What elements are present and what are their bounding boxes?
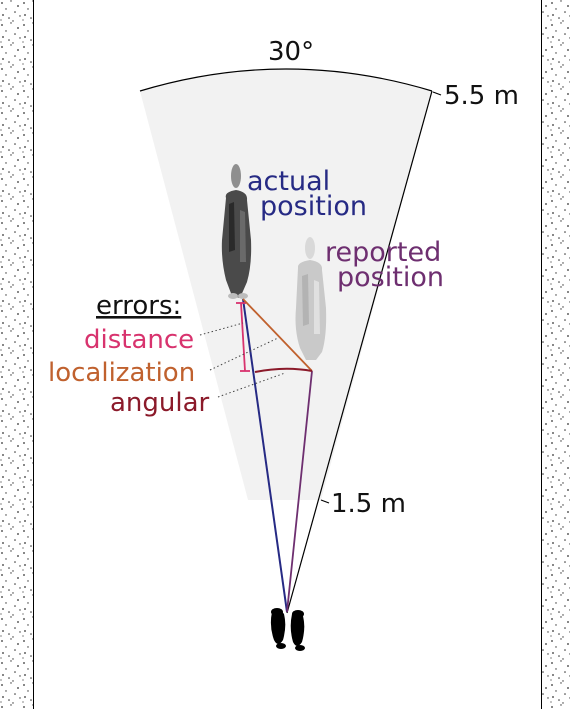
angular-error-label: angular xyxy=(110,388,210,418)
field-of-view-region xyxy=(140,69,432,500)
footprints-icon xyxy=(270,608,305,651)
left-wall xyxy=(0,0,34,709)
right-wall xyxy=(541,0,570,709)
errors-heading: errors: xyxy=(96,291,181,321)
near-range-label: 1.5 m xyxy=(331,489,406,519)
near-range-tick xyxy=(320,499,330,504)
error-leader-lines xyxy=(199,322,286,398)
reported-person-icon xyxy=(295,237,327,360)
actual-person-icon xyxy=(221,164,252,299)
fov-edge-right xyxy=(286,90,433,614)
reported-label-line1: reported xyxy=(325,237,441,268)
fov-arc xyxy=(139,68,433,92)
actual-label-line2: position xyxy=(260,191,367,222)
reported-label-line2: position xyxy=(337,262,444,293)
reported-position-ray xyxy=(286,370,313,613)
localization-error-label: localization xyxy=(48,358,195,388)
localization-error-line xyxy=(242,298,313,372)
angle-label: 30° xyxy=(268,37,314,67)
distance-error-label: distance xyxy=(84,325,194,355)
distance-error-marker xyxy=(236,302,250,372)
angular-error-arc xyxy=(254,367,313,373)
actual-label-line1: actual xyxy=(247,166,330,197)
far-range-label: 5.5 m xyxy=(444,81,519,111)
far-range-tick xyxy=(432,91,442,96)
